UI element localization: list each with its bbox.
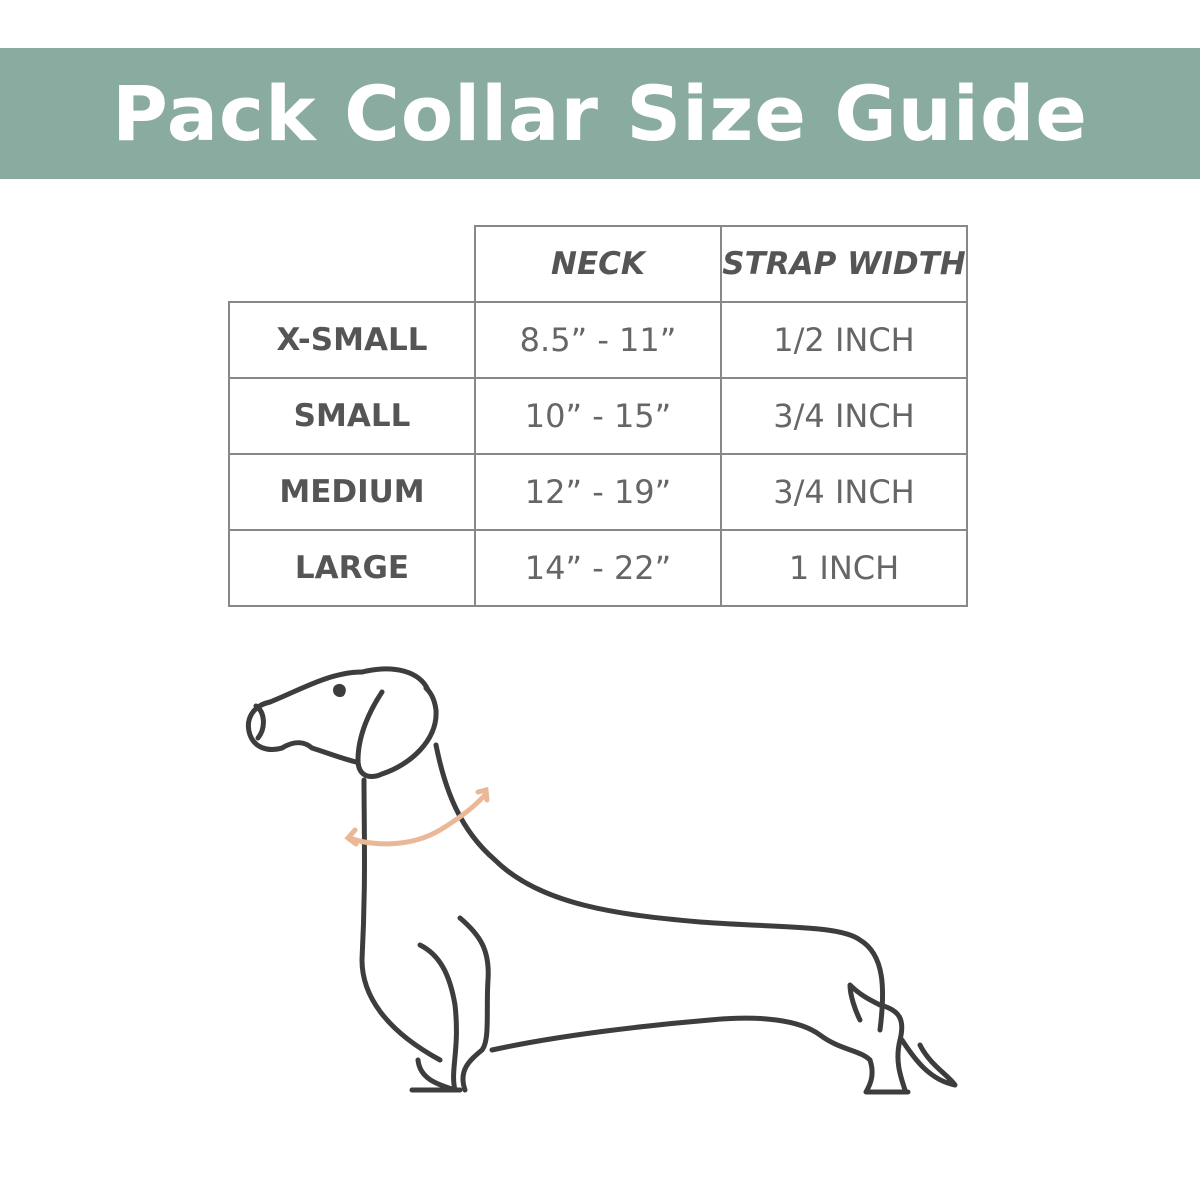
table-row: MEDIUM 12” - 19” 3/4 INCH <box>228 453 968 531</box>
strap-value: 3/4 INCH <box>720 377 968 455</box>
header-neck: NECK <box>474 225 722 303</box>
header-strap-width: STRAP WIDTH <box>720 225 968 303</box>
size-label: SMALL <box>228 377 476 455</box>
table-row: LARGE 14” - 22” 1 INCH <box>228 529 968 607</box>
table-row: SMALL 10” - 15” 3/4 INCH <box>228 377 968 455</box>
neck-value: 8.5” - 11” <box>474 301 722 379</box>
dog-outline-icon <box>245 666 958 1095</box>
size-label: X-SMALL <box>228 301 476 379</box>
strap-value: 3/4 INCH <box>720 453 968 531</box>
neck-value: 10” - 15” <box>474 377 722 455</box>
table-row: X-SMALL 8.5” - 11” 1/2 INCH <box>228 301 968 379</box>
strap-value: 1/2 INCH <box>720 301 968 379</box>
strap-value: 1 INCH <box>720 529 968 607</box>
size-label: MEDIUM <box>228 453 476 531</box>
size-table: NECK STRAP WIDTH X-SMALL 8.5” - 11” 1/2 … <box>228 225 968 607</box>
title-banner: Pack Collar Size Guide <box>0 48 1200 179</box>
neck-measure-arrow-icon <box>344 786 490 847</box>
header-blank <box>229 226 476 303</box>
neck-value: 12” - 19” <box>474 453 722 531</box>
neck-value: 14” - 22” <box>474 529 722 607</box>
size-label: LARGE <box>228 529 476 607</box>
table-header-row: NECK STRAP WIDTH <box>229 225 968 303</box>
page-title: Pack Collar Size Guide <box>112 69 1088 158</box>
